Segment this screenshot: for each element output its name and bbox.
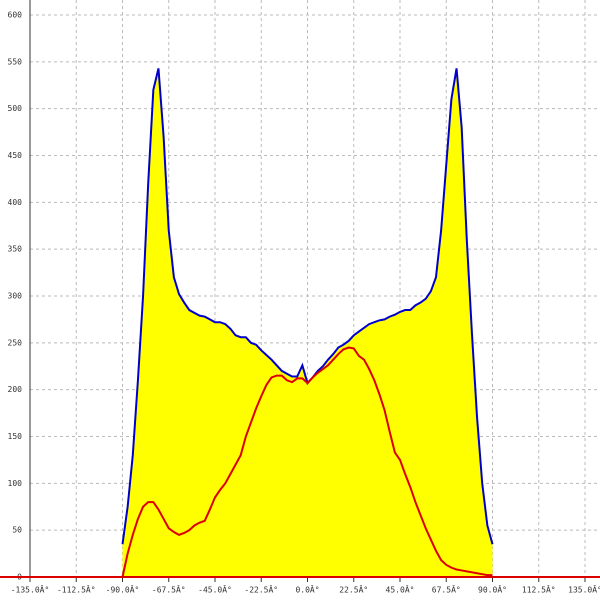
y-tick-label: 500 (8, 104, 23, 113)
y-tick-label: 450 (8, 151, 23, 160)
x-tick-label: 90.0Â° (478, 584, 507, 595)
x-tick-label: -112.5Â° (57, 584, 96, 595)
area (122, 68, 493, 577)
x-tick-label: 67.5Â° (432, 584, 461, 595)
y-tick-label: 150 (8, 432, 23, 441)
y-tick-label: 200 (8, 385, 23, 394)
y-tick-label: 600 (8, 11, 23, 20)
y-tick-label: 350 (8, 245, 23, 254)
line (121, 346, 493, 578)
x-tick-label: 22.5Â° (339, 584, 368, 595)
x-tick-label: -135.0Â° (11, 584, 50, 595)
y-tick-label: 550 (8, 57, 23, 66)
x-tick-label: -90.0Â° (106, 584, 140, 595)
x-tick-label: 112.5Â° (522, 584, 556, 595)
x-tick-label: 0.0Â° (295, 584, 319, 595)
x-tick-label: -45.0Â° (198, 584, 232, 595)
y-tick-label: 50 (12, 526, 22, 535)
y-tick-label: 100 (8, 479, 23, 488)
x-tick-label: -67.5Â° (152, 584, 186, 595)
x-tick-label: 45.0Â° (386, 584, 415, 595)
y-tick-label: 400 (8, 198, 23, 207)
y-tick-label: 300 (8, 292, 23, 301)
y-tick-label: 250 (8, 338, 23, 347)
x-tick-label: 135.0Â° (568, 584, 600, 595)
x-tick-label: -22.5Â° (244, 584, 278, 595)
